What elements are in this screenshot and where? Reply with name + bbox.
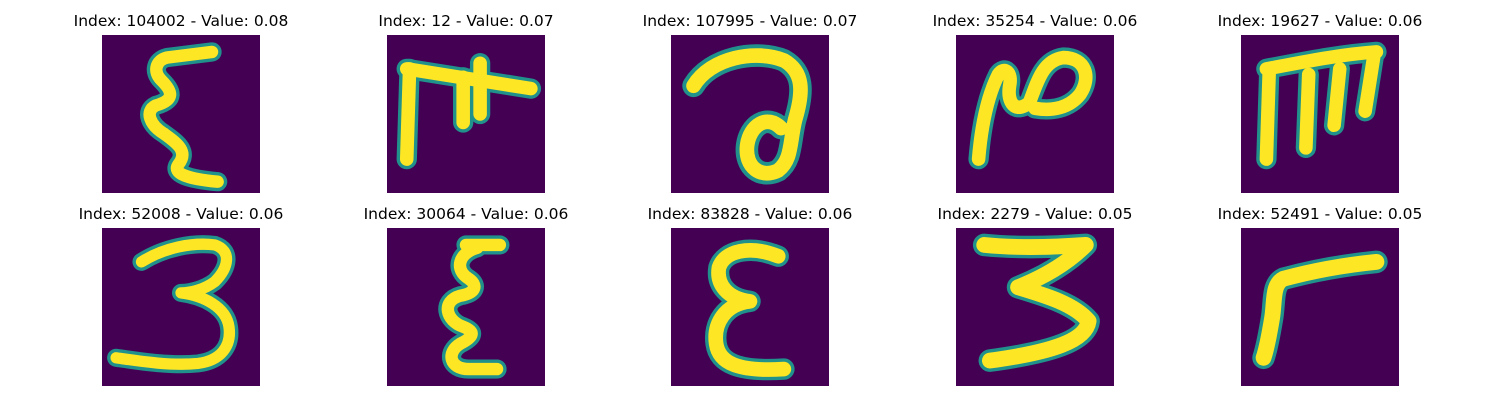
digit-image <box>956 228 1114 386</box>
glyph-stroke <box>1255 253 1385 366</box>
panel-title: Index: 52491 - Value: 0.05 <box>1217 205 1423 223</box>
panel-title: Index: 12 - Value: 0.07 <box>378 12 554 30</box>
glyph-stroke <box>110 238 236 370</box>
digit-image <box>671 35 829 193</box>
panel-title: Index: 2279 - Value: 0.05 <box>937 205 1133 223</box>
glyph-stroke <box>708 243 792 377</box>
digit-image <box>1241 228 1399 386</box>
digit-image <box>102 35 260 193</box>
glyph-stroke <box>971 50 1093 166</box>
panel-title: Index: 83828 - Value: 0.06 <box>647 205 853 223</box>
glyph-stroke <box>686 48 808 181</box>
glyph-stroke <box>143 45 224 188</box>
glyph-stroke <box>441 238 507 376</box>
glyph-stroke <box>976 237 1097 369</box>
digit-image <box>956 35 1114 193</box>
digit-image <box>387 228 545 386</box>
glyph-stroke <box>399 56 538 166</box>
digit-image <box>1241 35 1399 193</box>
digit-image <box>102 228 260 386</box>
digit-image <box>671 228 829 386</box>
panel-title: Index: 19627 - Value: 0.06 <box>1217 12 1423 30</box>
panel-title: Index: 107995 - Value: 0.07 <box>642 12 858 30</box>
panel-title: Index: 30064 - Value: 0.06 <box>363 205 569 223</box>
panel-title: Index: 104002 - Value: 0.08 <box>73 12 289 30</box>
digit-image <box>387 35 545 193</box>
glyph-stroke <box>1259 45 1384 166</box>
panel-title: Index: 35254 - Value: 0.06 <box>932 12 1138 30</box>
panel-title: Index: 52008 - Value: 0.06 <box>78 205 284 223</box>
